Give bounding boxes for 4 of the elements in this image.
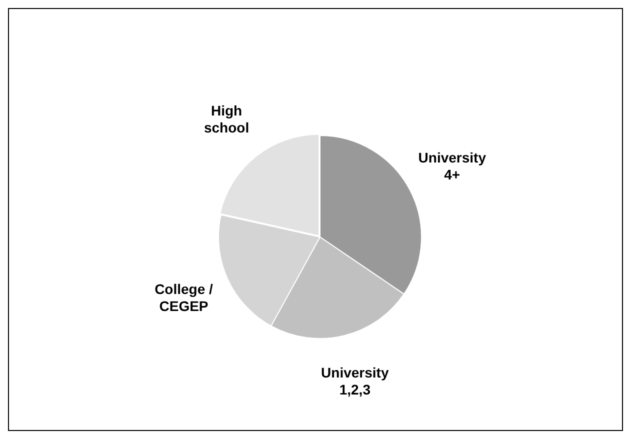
slice-label: High school (204, 102, 250, 136)
slice-label: University 4+ (418, 149, 486, 182)
slice-label: University 1,2,3 (321, 364, 389, 398)
slice-label: College / CEGEP (154, 280, 214, 314)
